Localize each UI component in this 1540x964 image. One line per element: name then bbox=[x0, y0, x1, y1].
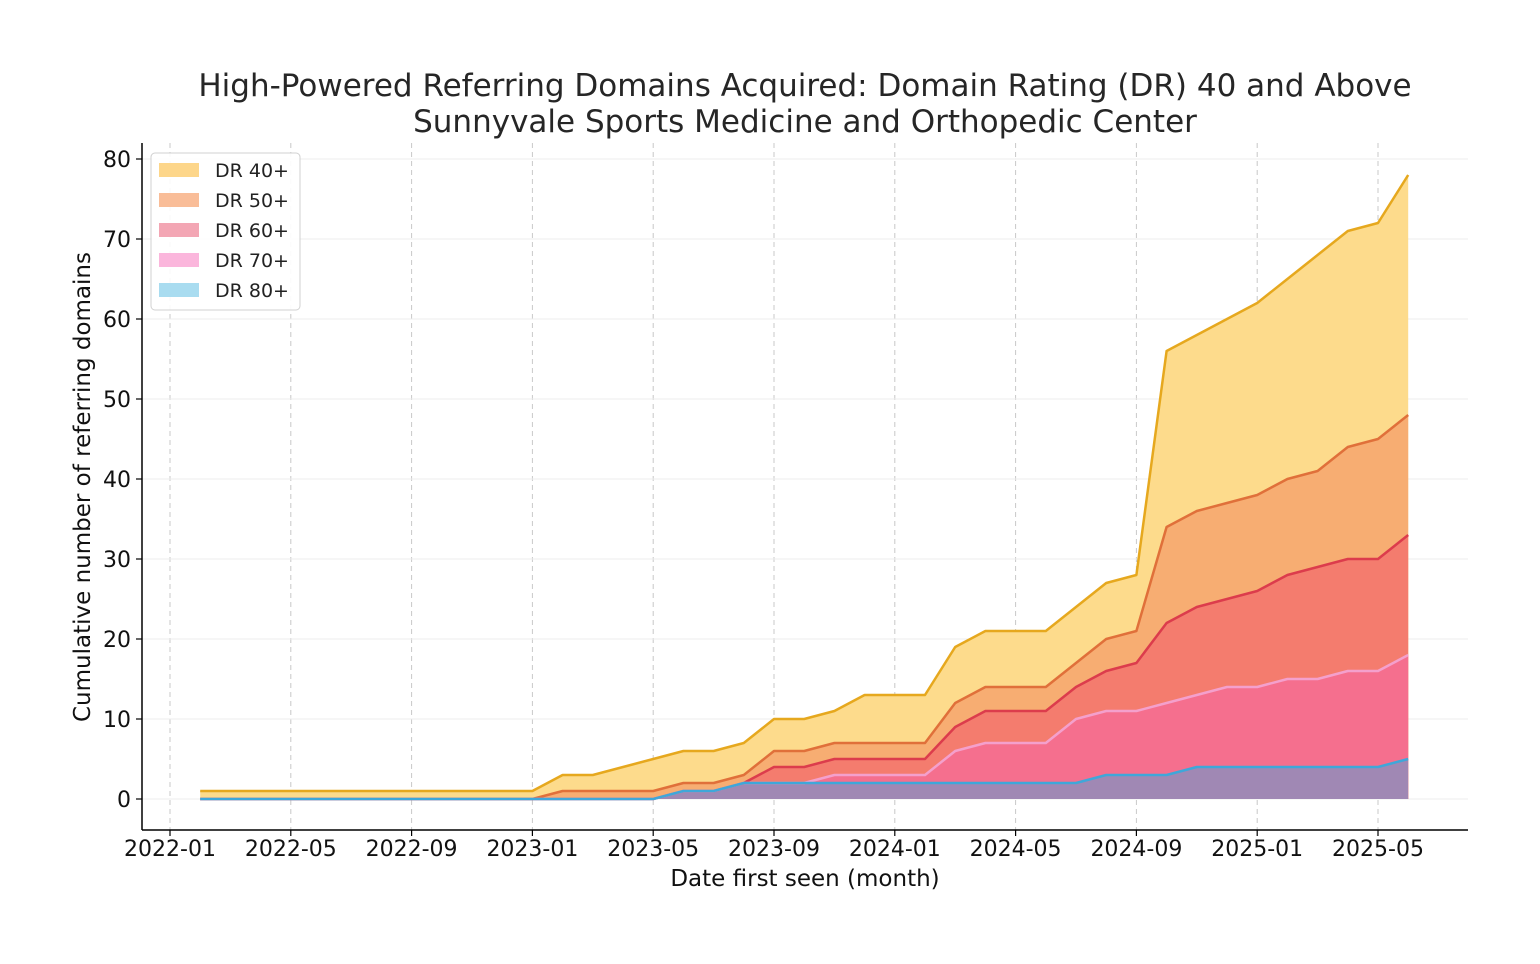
legend-swatch bbox=[159, 193, 199, 207]
legend-label: DR 60+ bbox=[215, 220, 289, 242]
y-tick-label: 50 bbox=[103, 388, 131, 413]
x-tick-label: 2025-01 bbox=[1211, 837, 1303, 862]
x-tick-label: 2023-09 bbox=[728, 837, 820, 862]
x-tick-label: 2024-05 bbox=[970, 837, 1062, 862]
axes bbox=[141, 143, 1468, 831]
legend-swatch bbox=[159, 163, 199, 177]
y-tick-label: 60 bbox=[103, 308, 131, 333]
line-dr-40- bbox=[200, 174, 1410, 793]
legend-swatch bbox=[159, 223, 199, 237]
legend-label: DR 70+ bbox=[215, 250, 289, 272]
x-tick-label: 2023-01 bbox=[486, 837, 578, 862]
x-tick-label: 2024-01 bbox=[849, 837, 941, 862]
area-layers bbox=[200, 175, 1409, 799]
y-tick-label: 80 bbox=[103, 148, 131, 173]
x-axis-label: Date first seen (month) bbox=[670, 866, 939, 892]
series-lines bbox=[200, 174, 1410, 801]
x-tick-label: 2024-09 bbox=[1090, 837, 1182, 862]
legend-label: DR 40+ bbox=[215, 160, 289, 182]
x-tick-label: 2022-09 bbox=[366, 837, 458, 862]
x-tick-label: 2022-05 bbox=[245, 837, 337, 862]
legend-swatch bbox=[159, 283, 199, 297]
x-tick-labels: 2022-01 2022-05 2022-09 2023-01 2023-05 2023-… bbox=[124, 830, 1424, 862]
area-dr-80- bbox=[200, 759, 1409, 799]
x-tick-label: 2025-05 bbox=[1332, 837, 1424, 862]
y-tick-label: 70 bbox=[103, 228, 131, 253]
y-tick-labels: 0 10 20 30 40 50 60 70 80 bbox=[103, 148, 142, 813]
y-tick-label: 20 bbox=[103, 628, 131, 653]
chart-title: High-Powered Referring Domains Acquired:… bbox=[198, 68, 1411, 104]
y-tick-label: 40 bbox=[103, 468, 131, 493]
line-dr-80- bbox=[200, 757, 1409, 801]
y-tick-label: 0 bbox=[117, 788, 131, 813]
y-tick-label: 10 bbox=[103, 708, 131, 733]
chart-subtitle: Sunnyvale Sports Medicine and Orthopedic… bbox=[413, 104, 1197, 140]
y-axis-label: Cumulative number of referring domains bbox=[70, 252, 96, 722]
legend-label: DR 80+ bbox=[215, 280, 289, 302]
legend-swatch bbox=[159, 253, 199, 267]
area-dr-70- bbox=[200, 655, 1409, 799]
x-tick-label: 2022-01 bbox=[124, 837, 216, 862]
y-tick-label: 30 bbox=[103, 548, 131, 573]
legend-label: DR 50+ bbox=[215, 190, 289, 212]
legend: DR 40+ DR 50+ DR 60+ DR 70+ DR 80+ bbox=[150, 152, 301, 311]
x-tick-label: 2023-05 bbox=[607, 837, 699, 862]
legend-box bbox=[150, 152, 301, 311]
